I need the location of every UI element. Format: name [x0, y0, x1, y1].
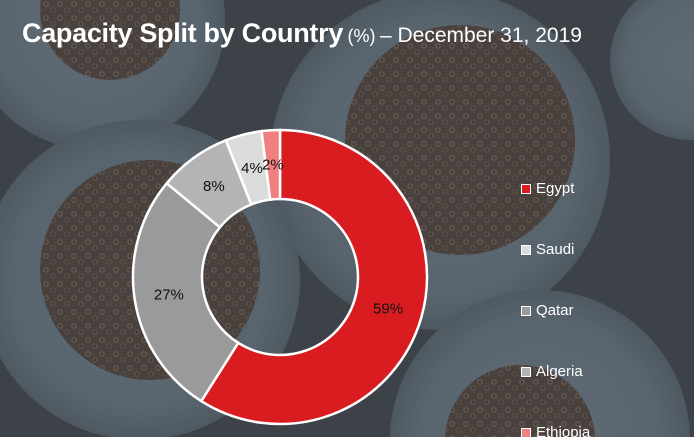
legend-swatch-qatar [521, 305, 531, 316]
legend-label-ethiopia: Ethiopia [536, 424, 591, 437]
legend-item-algeria: Algeria [521, 341, 590, 402]
chart-title: Capacity Split by Country (%) – December… [22, 18, 582, 49]
legend-label-qatar: Qatar [536, 302, 574, 319]
legend-swatch-algeria [521, 366, 531, 377]
donut-label-4: 2% [262, 157, 284, 174]
legend-item-egypt: Egypt [521, 158, 590, 219]
donut-label-0: 59% [373, 300, 403, 317]
legend-item-ethiopia: Ethiopia [521, 402, 590, 437]
legend-item-qatar: Qatar [521, 280, 590, 341]
chart-legend: Egypt Saudi Qatar Algeria Ethiopia [521, 158, 590, 437]
legend-label-algeria: Algeria [536, 363, 583, 380]
legend-label-egypt: Egypt [536, 180, 575, 197]
donut-label-1: 27% [154, 287, 184, 304]
donut-slice-egypt-0 [199, 128, 429, 426]
title-main: Capacity Split by Country [22, 18, 344, 48]
title-date: – December 31, 2019 [379, 24, 582, 47]
title-unit: (%) [347, 26, 376, 46]
donut-label-2: 8% [203, 178, 225, 195]
cable-bundle-bottom-right [445, 365, 595, 437]
legend-swatch-saudi [521, 244, 531, 255]
donut-slice-ethiopia-4 [260, 128, 282, 202]
legend-swatch-egypt [521, 183, 531, 194]
legend-item-saudi: Saudi [521, 219, 590, 280]
legend-label-saudi: Saudi [536, 241, 575, 258]
cable-bundle-top-left [40, 0, 180, 80]
donut-label-3: 4% [241, 160, 263, 177]
donut-slice-qatar-1 [131, 181, 240, 403]
legend-swatch-ethiopia [521, 427, 531, 437]
cable-tray-far-right [610, 0, 694, 140]
